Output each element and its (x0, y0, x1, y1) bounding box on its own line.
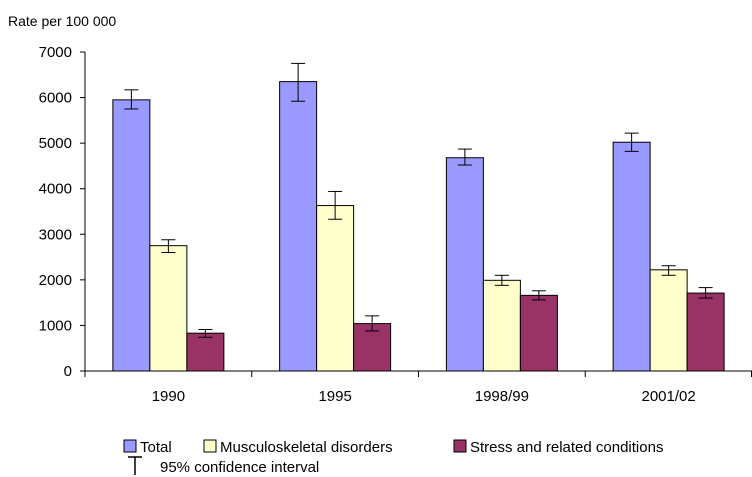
y-tick-label: 6000 (39, 90, 72, 107)
y-tick-label: 0 (64, 363, 72, 380)
y-tick-label: 4000 (39, 181, 72, 198)
bar-musculoskeletal-disorders (649, 269, 688, 372)
ci-legend-icon (128, 456, 142, 475)
y-tick-label: 1000 (39, 317, 72, 334)
y-tick-label: 7000 (39, 44, 72, 61)
bar-musculoskeletal-disorders (482, 279, 521, 372)
bar-total (612, 141, 651, 372)
bar-total (279, 81, 318, 372)
legend-swatch (203, 439, 217, 453)
bar-musculoskeletal-disorders (316, 205, 355, 372)
bar-total (112, 99, 151, 372)
bar-stress-and-related-conditions (186, 332, 225, 372)
y-tick-label: 2000 (39, 272, 72, 289)
bar-musculoskeletal-disorders (149, 245, 188, 372)
bar-stress-and-related-conditions (519, 294, 558, 372)
legend: Total Musculoskeletal disorders Stress and… (123, 439, 663, 476)
x-tick-label: 1995 (318, 388, 351, 405)
x-tick-label: 2001/02 (642, 388, 696, 405)
legend-swatch (453, 439, 467, 453)
legend-label: Musculoskeletal disorders (220, 439, 393, 456)
legend-label: Total (140, 439, 172, 456)
bar-total (445, 157, 484, 372)
y-tick-label: 5000 (39, 135, 72, 152)
bar-stress-and-related-conditions (353, 323, 392, 372)
legend-label: Stress and related conditions (470, 439, 663, 456)
y-tick-label: 3000 (39, 226, 72, 243)
legend-swatch (123, 439, 137, 453)
plot-area: 0 1000 2000 3000 4000 5000 6000 7000 1990 1995 199… (39, 44, 752, 405)
y-axis-title: Rate per 100 000 (8, 13, 116, 29)
x-tick-label: 1998/99 (475, 388, 529, 405)
ci-legend-label: 95% confidence interval (160, 459, 319, 476)
bar-stress-and-related-conditions (686, 292, 725, 372)
x-tick-label: 1990 (152, 388, 185, 405)
